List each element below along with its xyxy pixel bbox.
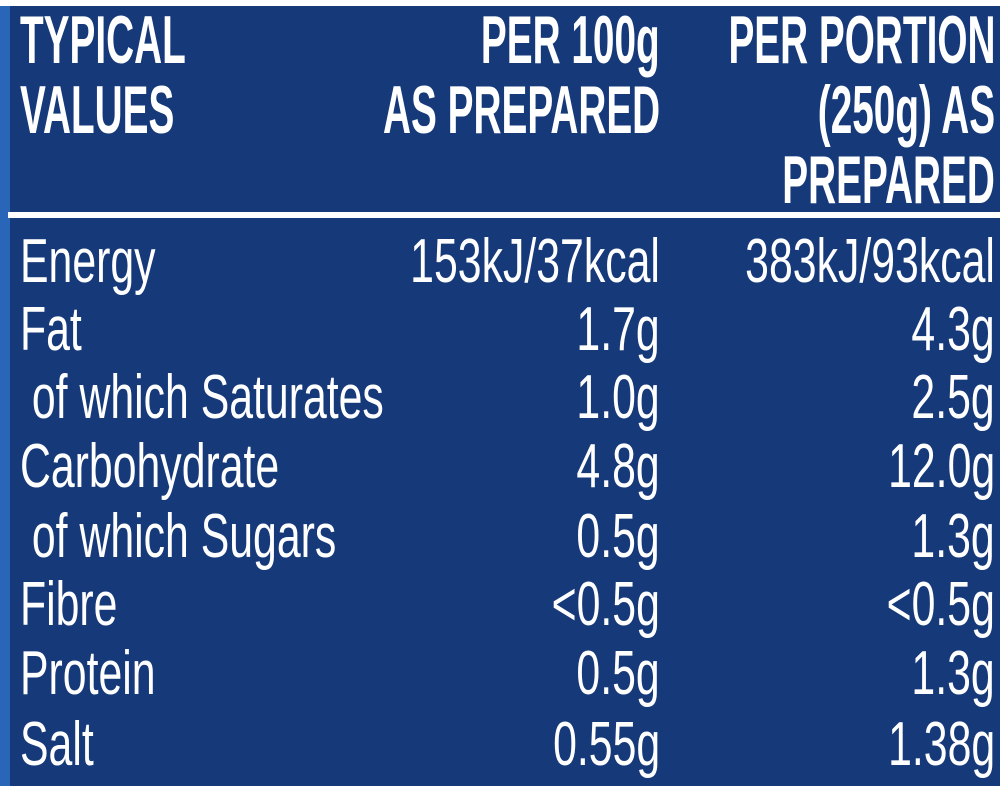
nutrient-label: Carbohydrate: [20, 432, 280, 501]
header-text: TYPICAL: [20, 2, 186, 78]
nutrient-label: of which Sugars: [20, 502, 337, 571]
background: [8, 6, 1000, 786]
edge-strip: [0, 6, 10, 786]
nutrient-value: 12.0g: [887, 432, 995, 501]
nutrient-label: Fat: [20, 295, 82, 364]
nutrient-value: 1.7g: [576, 295, 660, 364]
nutrient-value: 1.38g: [887, 710, 995, 779]
header-text: AS PREPARED: [382, 72, 660, 148]
nutrient-value: 383kJ/93kcal: [745, 227, 995, 296]
nutrient-value: 2.5g: [911, 363, 995, 432]
nutrient-value: 1.3g: [911, 502, 995, 571]
header-text: PER 100g: [481, 2, 660, 78]
nutrient-label: Energy: [20, 227, 156, 296]
nutrient-label: of which Saturates: [20, 363, 384, 432]
header-text: PREPARED: [782, 142, 995, 218]
header-divider: [8, 212, 1000, 218]
nutrient-value: 0.55g: [552, 710, 660, 779]
nutrient-value: 1.3g: [911, 639, 995, 708]
header-text: (250g) AS: [817, 72, 995, 148]
nutrient-value: 4.3g: [911, 295, 995, 364]
header-text: VALUES: [20, 72, 175, 148]
nutrient-value: <0.5g: [551, 570, 660, 639]
nutrient-value: 1.0g: [576, 363, 660, 432]
nutrient-label: Protein: [20, 639, 156, 708]
nutrient-value: 0.5g: [576, 639, 660, 708]
nutrient-value: 4.8g: [576, 432, 660, 501]
nutrient-value: 0.5g: [576, 502, 660, 571]
nutrient-label: Salt: [20, 710, 94, 779]
nutrient-value: <0.5g: [886, 570, 995, 639]
nutrient-label: Fibre: [20, 570, 118, 639]
nutrient-value: 153kJ/37kcal: [410, 227, 660, 296]
header-text: PER PORTION: [727, 2, 995, 78]
